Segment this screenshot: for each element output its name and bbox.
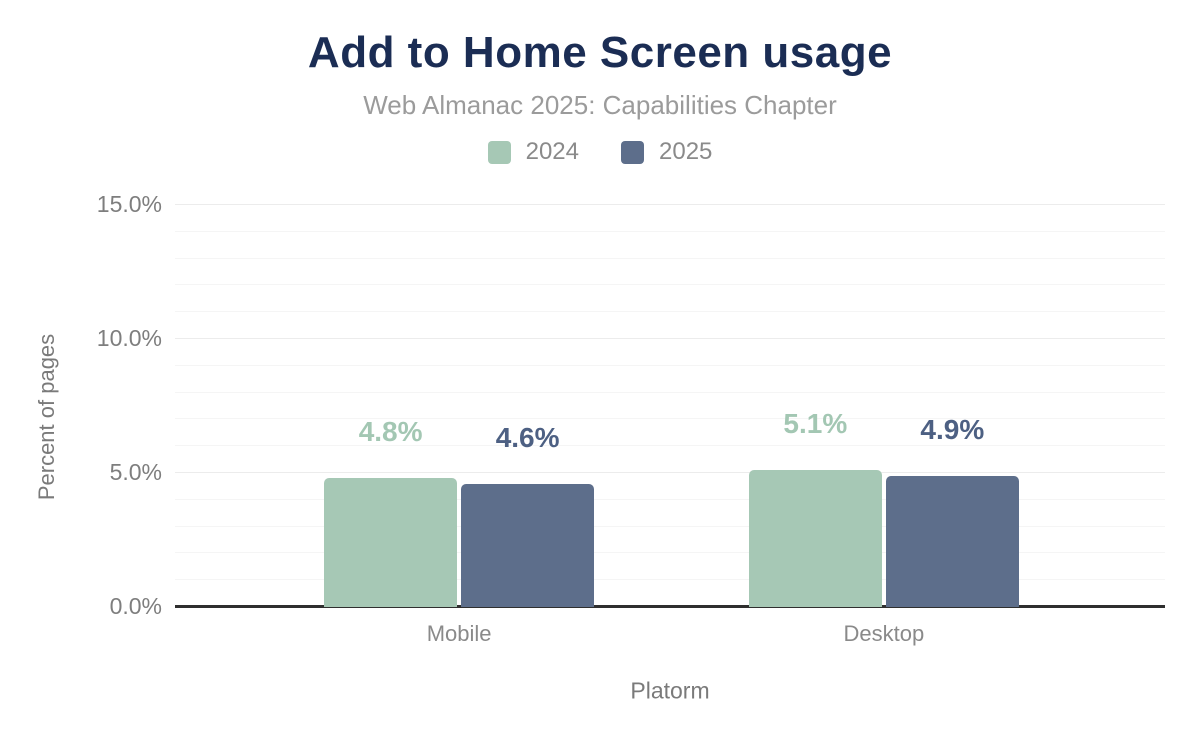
legend: 2024 2025 (0, 138, 1200, 166)
plot-area: 4.8% 4.6% 5.1% 4.9% (175, 204, 1165, 608)
legend-label-2025: 2025 (659, 138, 713, 165)
minor-gridline (175, 311, 1165, 313)
chart-subtitle: Web Almanac 2025: Capabilities Chapter (363, 90, 837, 120)
minor-gridline (175, 498, 1165, 500)
minor-gridline (175, 364, 1165, 366)
category-label-desktop: Desktop (843, 621, 925, 646)
minor-gridline (175, 579, 1165, 581)
legend-item-2024[interactable]: 2024 (487, 138, 579, 166)
major-gridline (175, 472, 1165, 473)
category-label-mobile: Mobile (426, 621, 492, 646)
value-label-mobile-2024: 4.8% (358, 416, 423, 448)
chart-title: Add to Home Screen usage (307, 28, 893, 77)
major-gridline (175, 204, 1165, 205)
bar-mobile-2025[interactable] (461, 483, 595, 607)
legend-label-2024: 2024 (525, 138, 579, 165)
value-label-desktop-2025: 4.9% (920, 413, 985, 445)
y-tick-label: 0.0% (109, 593, 162, 619)
bar-desktop-2024[interactable] (748, 470, 882, 607)
minor-gridline (175, 525, 1165, 527)
minor-gridline (175, 445, 1165, 447)
x-axis-baseline (175, 605, 1165, 608)
major-gridline (175, 338, 1165, 339)
minor-gridline (175, 257, 1165, 259)
y-tick-label: 10.0% (96, 325, 162, 351)
minor-gridline (175, 391, 1165, 393)
value-label-desktop-2024: 5.1% (783, 408, 848, 440)
value-label-mobile-2025: 4.6% (495, 421, 560, 453)
minor-gridline (175, 552, 1165, 554)
minor-gridline (175, 284, 1165, 286)
bar-desktop-2025[interactable] (885, 475, 1019, 607)
legend-swatch-2025 (621, 140, 644, 164)
y-tick-label: 5.0% (109, 459, 162, 485)
legend-item-2025[interactable]: 2025 (621, 138, 712, 166)
bar-mobile-2024[interactable] (324, 478, 458, 607)
minor-gridline (175, 230, 1165, 232)
legend-swatch-2024 (487, 140, 511, 164)
x-axis-title: Platorm (630, 677, 710, 704)
y-tick-label: 15.0% (96, 191, 162, 217)
minor-gridline (175, 418, 1165, 420)
